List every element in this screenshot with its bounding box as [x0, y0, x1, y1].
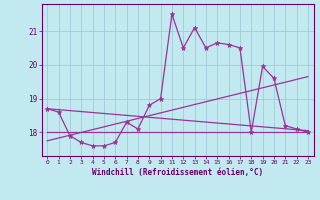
X-axis label: Windchill (Refroidissement éolien,°C): Windchill (Refroidissement éolien,°C): [92, 168, 263, 177]
